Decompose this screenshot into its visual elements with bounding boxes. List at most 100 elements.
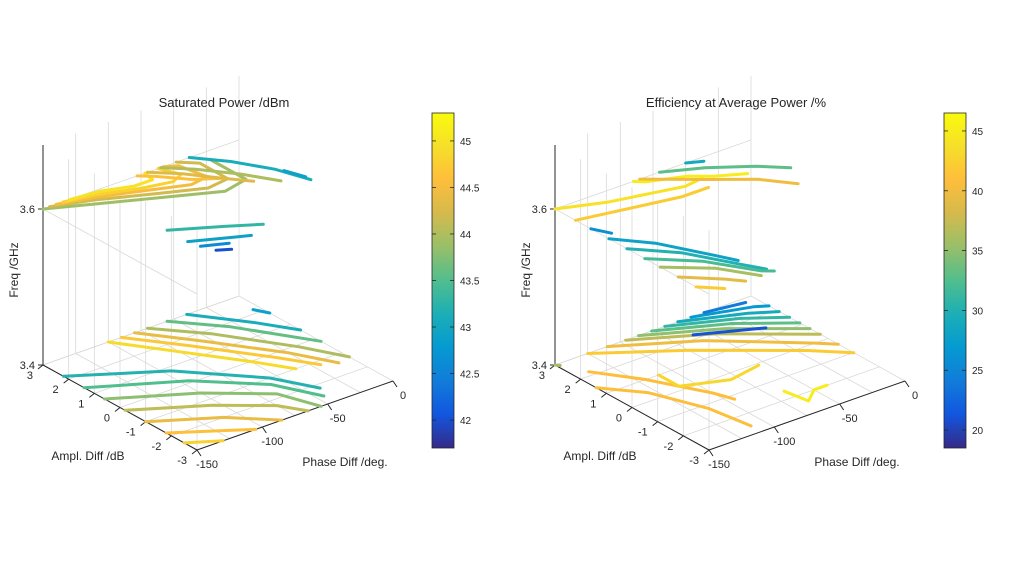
contour-line: [589, 227, 614, 235]
y-tick-mark: [37, 364, 44, 370]
contour-line: [658, 265, 763, 278]
x-axis-line: [196, 380, 394, 451]
contour-line: [251, 308, 272, 315]
contour-line: [643, 257, 776, 273]
contour-line: [159, 166, 283, 183]
x-tick-label: -150: [196, 459, 218, 471]
y-tick-mark: [63, 378, 69, 384]
grid-line-floor: [580, 309, 777, 380]
saturated-power-chart: Saturated Power /dBm -150 -100 -50 0 3 2 1 0 -1 -2…: [7, 76, 480, 471]
contour-line: [119, 335, 323, 367]
contour-line: [702, 301, 748, 315]
z-tick-label: 3.6: [20, 204, 35, 216]
x-axis-label: Phase Diff /deg.: [814, 455, 899, 469]
axis-lines: [37, 145, 398, 457]
contour-line: [199, 241, 231, 248]
x-tick-label: -150: [708, 459, 730, 471]
x-axis-line: [708, 380, 906, 451]
colorbar-tick-label: 42: [460, 416, 472, 427]
axis-lines: [549, 145, 910, 457]
contour-line: [637, 327, 812, 338]
contour-line: [553, 176, 704, 211]
x-tick-label: -100: [773, 436, 795, 448]
contour-line: [594, 386, 753, 428]
contour-group: [553, 159, 856, 428]
colorbar-tick-label: 43.5: [460, 277, 480, 288]
contour-line: [689, 304, 771, 319]
contour-line: [691, 326, 768, 337]
y-axis-label: Ampl. Diff /dB: [563, 449, 636, 463]
contour-line: [186, 233, 253, 244]
contour-line: [607, 237, 740, 262]
contour-line: [663, 315, 791, 328]
contour-line: [123, 403, 310, 413]
y-tick-label: 3: [539, 370, 545, 382]
x-tick-mark: [196, 449, 202, 457]
contour-line: [676, 310, 781, 324]
x-tick-mark: [392, 380, 398, 388]
contour-line: [146, 170, 256, 183]
contour-line: [282, 169, 308, 179]
y-tick-mark: [191, 449, 198, 455]
y-tick-mark: [601, 392, 607, 398]
colorbar-tick-label: 35: [972, 247, 984, 258]
y-tick-mark: [166, 435, 172, 441]
contour-line: [182, 439, 225, 445]
grid-line-floor: [657, 352, 854, 423]
x-tick-mark: [773, 426, 779, 434]
contour-line: [214, 247, 234, 252]
colorbar-tick-label: 44: [460, 230, 472, 241]
colorbar-tick-label: 45: [972, 127, 984, 138]
z-tick-label: 3.6: [532, 204, 547, 216]
contour-line: [684, 159, 706, 165]
colorbar-tick-label: 42.5: [460, 370, 480, 381]
efficiency-plot: Efficiency at Average Power /% -150 -100 -5…: [519, 76, 984, 471]
contour-group: [41, 156, 351, 445]
y-tick-mark: [626, 407, 633, 412]
contour-line: [782, 383, 829, 403]
contour-line: [48, 160, 230, 209]
contour-line: [185, 312, 303, 332]
colorbar-tick-label: 45: [460, 137, 472, 148]
grid-line-floor: [606, 323, 803, 394]
y-tick-label: -3: [177, 455, 187, 467]
y-tick-label: 2: [565, 384, 571, 396]
x-tick-label: -100: [261, 436, 283, 448]
y-axis-label: Ampl. Diff /dB: [51, 449, 124, 463]
axes-group: [549, 76, 910, 457]
y-tick-mark: [678, 435, 684, 441]
colorbar-tick-label: 30: [972, 306, 984, 317]
grid-line-floor: [94, 323, 291, 394]
contour-line: [62, 369, 322, 390]
contour-line: [553, 363, 562, 367]
x-tick-mark: [327, 403, 333, 411]
contour-line: [638, 177, 800, 186]
contour-line: [106, 340, 298, 371]
x-tick-mark: [839, 403, 845, 411]
x-tick-mark: [904, 380, 910, 388]
y-tick-mark: [575, 378, 581, 384]
x-tick-label: 0: [400, 390, 406, 402]
colorbar-tick-label: 20: [972, 426, 984, 437]
colorbar-tick-label: 43: [460, 323, 472, 334]
contour-line: [135, 174, 225, 181]
x-tick-label: -50: [842, 413, 858, 425]
chart-title: Saturated Power /dBm: [159, 95, 290, 110]
colorbar: [943, 112, 967, 449]
contour-line: [625, 247, 769, 271]
contour-line: [54, 164, 209, 206]
z-tick-label: 3.4: [532, 360, 547, 372]
z-tick-label: 3.4: [20, 360, 35, 372]
y-tick-label: 1: [78, 398, 84, 410]
contour-line: [165, 222, 265, 232]
saturated-power-plot: Saturated Power /dBm -150 -100 -50 0 3 2 1 0 -1 -2…: [7, 76, 480, 471]
y-tick-label: -2: [664, 441, 674, 453]
contour-line: [103, 391, 323, 408]
grid-line-floor: [42, 295, 240, 366]
contour-line: [41, 158, 248, 211]
chart-title: Efficiency at Average Power /%: [646, 95, 827, 110]
y-tick-mark: [89, 392, 95, 398]
z-axis-label: Freq /GHz: [7, 242, 21, 297]
contour-line: [146, 326, 351, 359]
z-axis-label: Freq /GHz: [519, 242, 533, 297]
